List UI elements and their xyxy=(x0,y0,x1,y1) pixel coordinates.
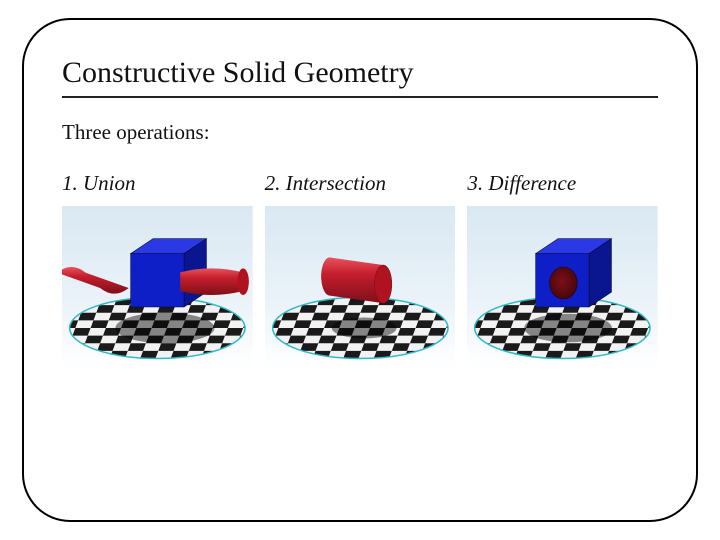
figures-row xyxy=(62,202,658,372)
figure-intersection xyxy=(265,202,456,372)
figure-union xyxy=(62,202,253,372)
op-label-difference: 3. Difference xyxy=(467,171,658,196)
op-label-intersection: 2. Intersection xyxy=(265,171,456,196)
slide: Constructive Solid Geometry Three operat… xyxy=(0,0,720,540)
op-label-union: 1. Union xyxy=(62,171,253,196)
slide-frame: Constructive Solid Geometry Three operat… xyxy=(22,18,698,522)
figure-difference xyxy=(467,202,658,372)
operation-labels-row: 1. Union 2. Intersection 3. Difference xyxy=(62,171,658,196)
page-title: Constructive Solid Geometry xyxy=(62,56,658,90)
title-rule xyxy=(62,96,658,98)
subtitle: Three operations: xyxy=(62,120,658,145)
